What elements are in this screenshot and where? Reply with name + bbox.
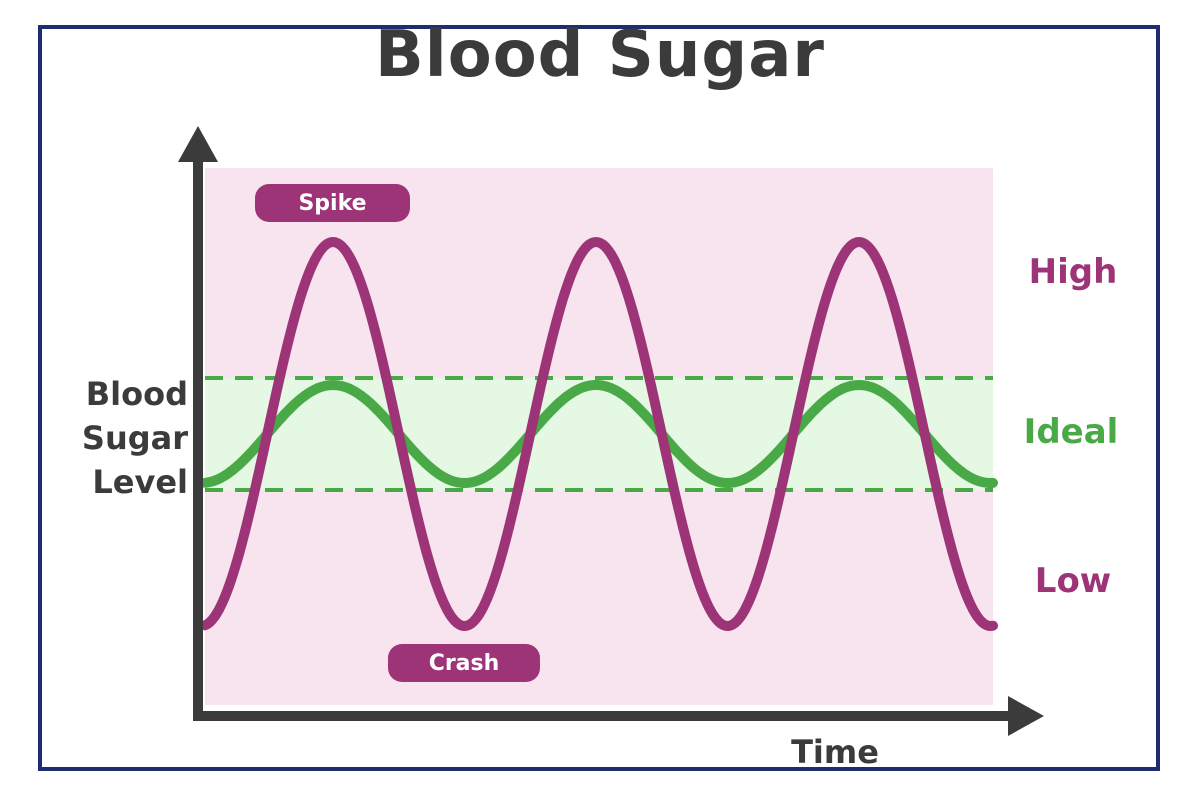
stable-blood-sugar-curve bbox=[200, 379, 998, 488]
crash-callout: Crash bbox=[388, 644, 540, 682]
diagram-title: Blood Sugar bbox=[375, 18, 825, 92]
spike-label: Spike bbox=[298, 190, 367, 216]
x-axis-label: Time bbox=[791, 733, 879, 771]
unstable-blood-sugar-curve bbox=[200, 236, 998, 632]
x-axis-arrow bbox=[1008, 696, 1044, 736]
y-axis-label-line-3: Level bbox=[92, 463, 188, 501]
y-axis-label-line-1: Blood bbox=[85, 375, 188, 413]
zone-label-high: High bbox=[1028, 252, 1118, 292]
spike-callout: Spike bbox=[255, 184, 410, 222]
crash-label: Crash bbox=[428, 650, 500, 676]
zone-label-ideal: Ideal bbox=[1023, 412, 1119, 452]
y-axis-label-line-2: Sugar bbox=[81, 419, 188, 457]
y-axis-arrow bbox=[178, 126, 218, 162]
image-frame bbox=[38, 25, 1160, 771]
y-axis-label: Blood Sugar Level bbox=[40, 372, 188, 504]
ideal-band bbox=[205, 378, 993, 490]
zone-label-low: Low bbox=[1034, 561, 1112, 601]
